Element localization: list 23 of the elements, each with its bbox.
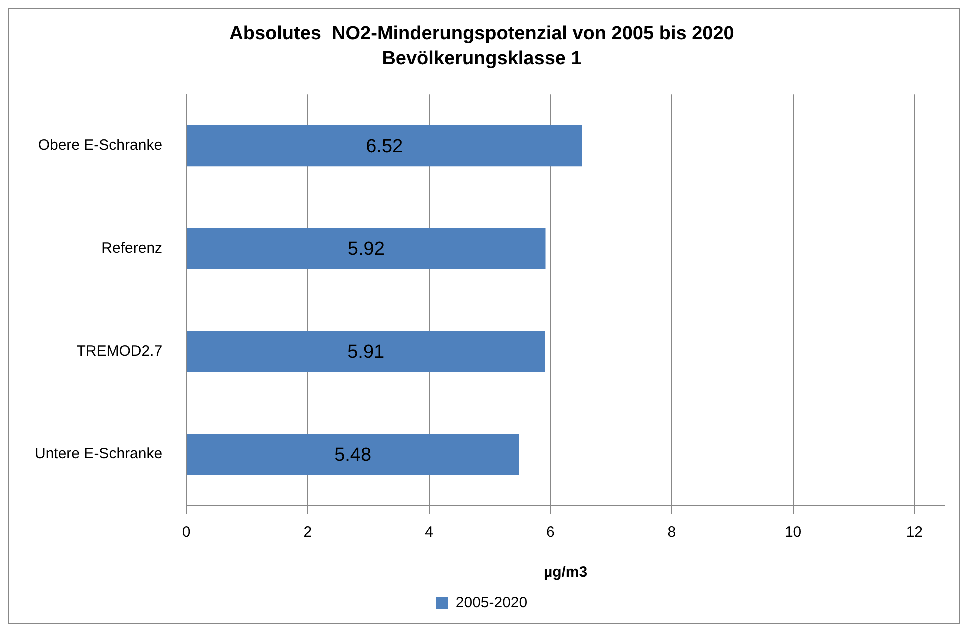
x-tick-label: 4 (425, 524, 434, 542)
bar (187, 228, 546, 270)
y-tick-label: Referenz (102, 240, 163, 258)
y-tick-label: TREMOD2.7 (76, 342, 163, 360)
bar (187, 434, 520, 476)
bar (187, 125, 582, 167)
x-axis-title: µg/m3 (544, 564, 588, 582)
legend-label: 2005-2020 (456, 594, 528, 612)
x-tick-label: 12 (906, 524, 924, 542)
bar (187, 331, 546, 372)
x-tick-label: 6 (546, 524, 555, 542)
y-tick-label: Obere E-Schranke (38, 137, 163, 154)
x-tick-label: 2 (304, 524, 312, 542)
data-label: 5.91 (348, 342, 385, 363)
y-tick-label: Untere E-Schranke (34, 446, 163, 463)
data-label: 6.52 (366, 136, 404, 158)
x-tick-label: 0 (182, 524, 191, 542)
data-label: 5.92 (348, 239, 385, 260)
x-tick-label: 10 (784, 524, 802, 542)
data-label: 5.48 (334, 444, 372, 466)
x-tick-label: 8 (668, 524, 676, 542)
chart-title: Absolutes NO2-Minderungspotenzial von 2005 bis 2020 (230, 24, 734, 45)
chart-subtitle: Bevölkerungsklasse 1 (382, 48, 582, 70)
